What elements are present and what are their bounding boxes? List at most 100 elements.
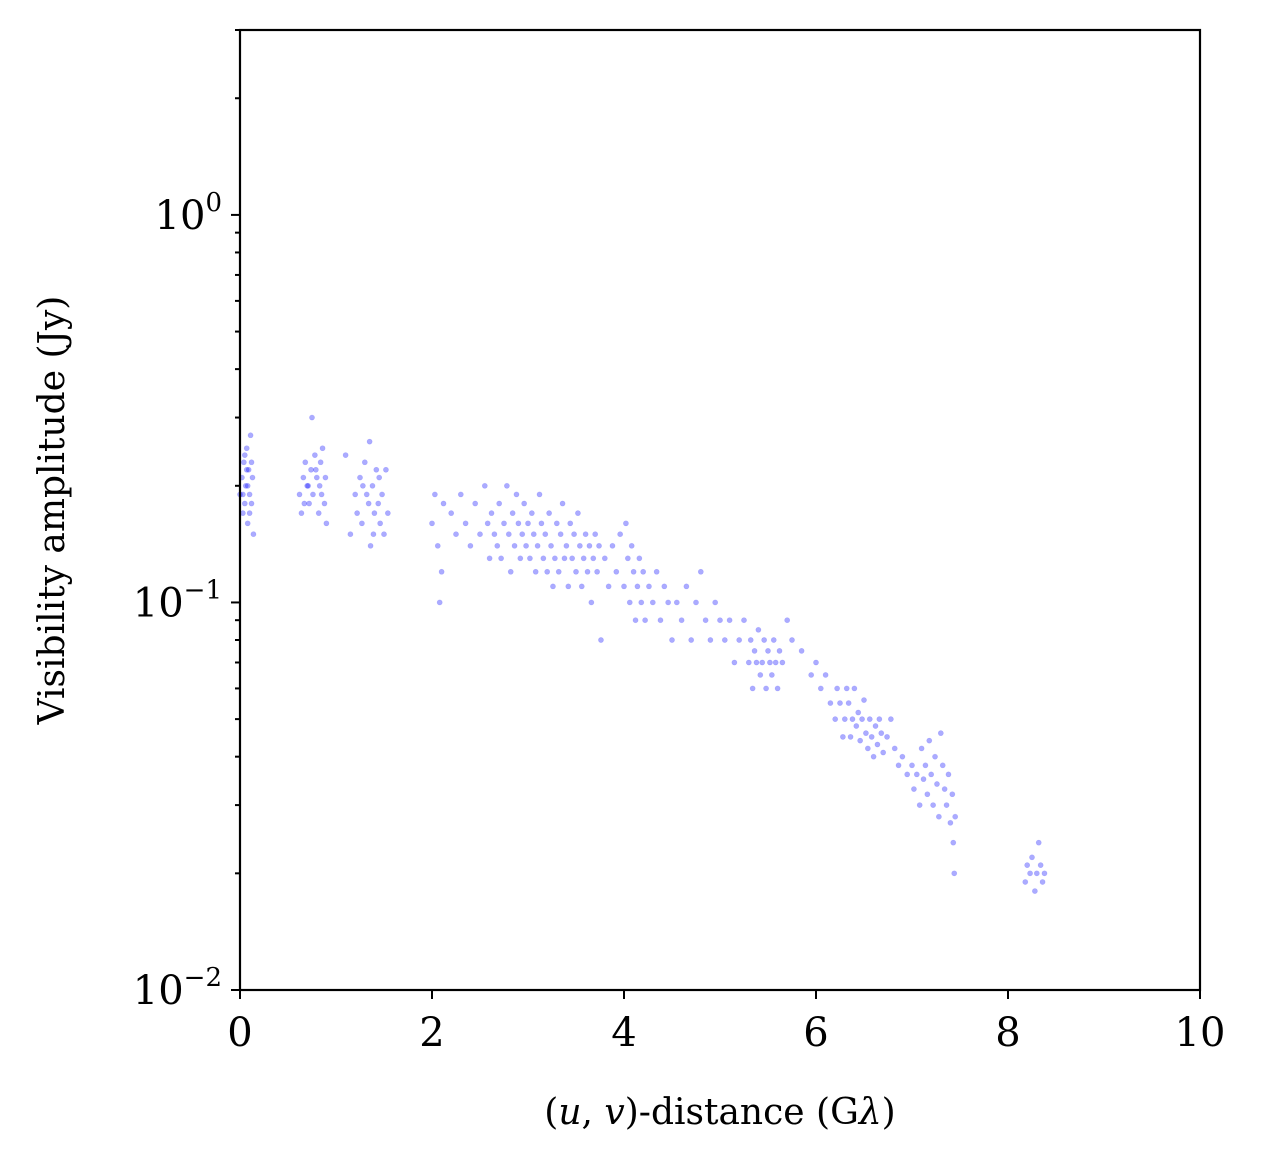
data-point-26 [308, 466, 314, 473]
data-point-10 [247, 432, 254, 439]
data-point-236 [916, 802, 923, 808]
data-point-20 [296, 491, 303, 498]
data-point-238 [920, 776, 927, 783]
data-point-191 [774, 685, 781, 692]
data-point-163 [683, 583, 690, 590]
data-point-156 [653, 568, 660, 575]
data-point-194 [784, 617, 791, 624]
data-point-96 [521, 500, 528, 507]
data-point-113 [553, 520, 560, 527]
data-point-228 [887, 716, 894, 723]
data-point-67 [434, 542, 441, 549]
data-point-3 [240, 459, 247, 466]
data-point-74 [462, 520, 469, 527]
data-point-72 [453, 531, 459, 538]
data-point-213 [855, 709, 862, 716]
data-point-258 [1024, 862, 1031, 869]
data-point-207 [843, 685, 850, 692]
data-point-136 [598, 637, 604, 643]
data-point-129 [584, 568, 591, 575]
data-point-188 [768, 672, 775, 678]
data-point-195 [789, 637, 795, 643]
data-point-242 [928, 771, 935, 778]
data-point-18 [246, 510, 253, 517]
data-point-170 [717, 617, 723, 624]
data-point-66 [431, 491, 438, 498]
data-point-127 [580, 555, 587, 562]
data-point-118 [563, 542, 570, 549]
data-point-179 [751, 647, 758, 654]
data-point-47 [359, 520, 365, 527]
data-point-121 [569, 555, 576, 562]
y-tick-label-0: 10−2 [133, 963, 222, 1014]
data-point-111 [550, 583, 556, 590]
data-point-33 [317, 459, 324, 466]
data-point-175 [741, 617, 747, 624]
data-point-30 [313, 474, 320, 481]
data-point-230 [895, 762, 902, 769]
data-point-63 [376, 474, 383, 481]
data-point-92 [513, 491, 520, 498]
data-point-161 [673, 599, 680, 606]
x-tick-label-3: 6 [803, 1010, 828, 1056]
data-point-190 [772, 659, 779, 666]
data-point-166 [697, 568, 704, 575]
data-point-134 [594, 568, 601, 575]
tick-labels: 0 2 4 6 8 10 10−2 10−1 100 [133, 188, 1226, 1056]
data-point-140 [613, 568, 620, 575]
data-point-119 [565, 583, 572, 590]
data-point-32 [316, 482, 323, 489]
data-point-102 [532, 568, 539, 575]
data-point-176 [745, 659, 752, 666]
data-point-232 [904, 771, 911, 778]
data-point-44 [352, 491, 359, 498]
data-point-80 [486, 555, 493, 562]
data-point-57 [377, 520, 384, 527]
data-point-100 [528, 510, 535, 517]
data-point-153 [642, 617, 649, 624]
data-point-183 [759, 659, 766, 666]
x-tick-label-4: 8 [995, 1010, 1020, 1056]
data-point-221 [870, 753, 877, 760]
data-point-255 [951, 870, 958, 877]
data-point-208 [845, 700, 852, 706]
data-point-91 [511, 542, 518, 549]
data-point-139 [609, 542, 616, 549]
data-point-86 [501, 520, 507, 527]
data-point-54 [371, 510, 378, 517]
data-point-117 [561, 555, 568, 562]
data-point-52 [367, 542, 374, 549]
x-tick-label-0: 0 [227, 1010, 252, 1056]
data-point-181 [755, 626, 762, 633]
data-point-217 [863, 730, 869, 737]
data-point-224 [876, 716, 883, 723]
data-point-159 [665, 599, 672, 606]
data-point-40 [305, 482, 312, 489]
data-point-116 [559, 500, 566, 507]
data-point-29 [311, 452, 318, 458]
data-point-160 [669, 637, 675, 643]
y-axis-label: Visibility amplitude (Jy) [32, 296, 73, 726]
data-point-106 [540, 555, 547, 562]
data-point-225 [878, 730, 885, 737]
data-point-49 [363, 491, 370, 498]
data-point-147 [630, 568, 637, 575]
data-point-234 [911, 786, 917, 792]
data-point-50 [365, 500, 372, 507]
data-point-260 [1029, 854, 1035, 861]
y-tick-label-1: 10−1 [133, 575, 222, 626]
data-point-264 [1037, 862, 1044, 869]
data-point-28 [310, 491, 316, 498]
data-point-103 [534, 542, 541, 549]
data-point-223 [874, 741, 881, 748]
data-point-187 [767, 659, 773, 666]
data-point-261 [1031, 888, 1038, 894]
x-tick-label-2: 4 [611, 1010, 636, 1056]
data-point-257 [1022, 879, 1029, 885]
data-point-71 [448, 510, 455, 517]
data-point-27 [309, 414, 315, 421]
data-point-200 [822, 672, 829, 678]
data-point-215 [859, 716, 865, 723]
data-point-125 [576, 542, 583, 549]
data-point-75 [467, 542, 474, 549]
